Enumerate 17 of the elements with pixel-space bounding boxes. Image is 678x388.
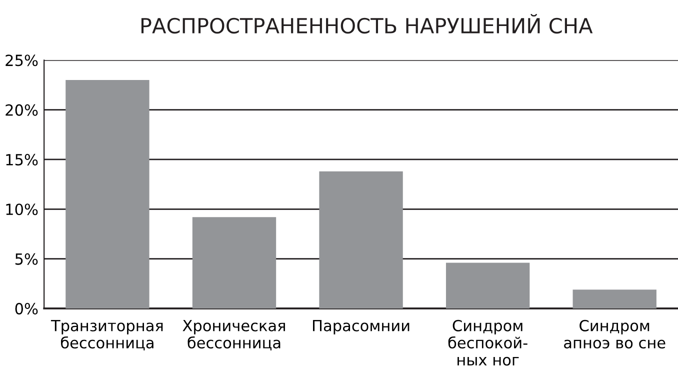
x-tick-label: Синдром беспокой- ных ног (448, 320, 528, 366)
bar (446, 262, 530, 308)
x-tick-label: Синдром апноэ во сне (564, 320, 666, 349)
bar (66, 80, 150, 308)
bar (192, 217, 276, 308)
x-tick-label: Хроническая бессонница (182, 320, 285, 350)
chart-title: РАСПРОСТРАНЕННОСТЬ НАРУШЕНИЙ СНА (141, 14, 593, 34)
y-tick-label: 25% (6, 54, 38, 66)
y-tick-label: 20% (6, 104, 38, 116)
x-tick-label: Парасомнии (313, 320, 410, 334)
x-tick-label: Транзиторная бессонница (50, 320, 163, 350)
bar (319, 171, 403, 308)
y-tick-label: 5% (15, 253, 38, 265)
bar (572, 290, 656, 308)
y-tick-label: 15% (6, 154, 38, 166)
y-tick-label: 10% (6, 204, 38, 216)
y-tick-label: 0% (15, 302, 38, 314)
